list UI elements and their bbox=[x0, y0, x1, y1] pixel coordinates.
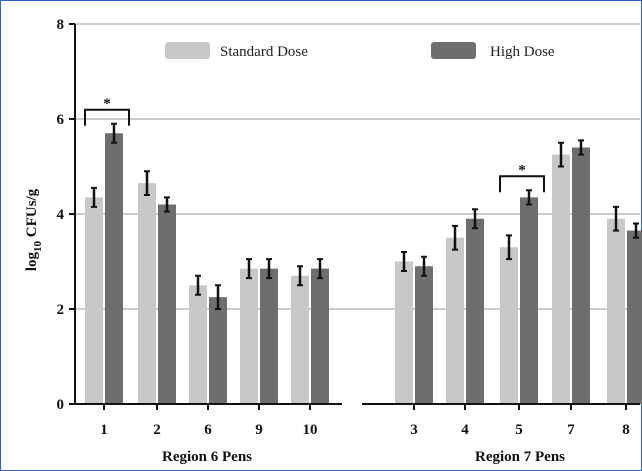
bar-high-pen-8 bbox=[627, 230, 642, 404]
significance-bracket-1 bbox=[499, 175, 545, 193]
bars bbox=[85, 133, 642, 404]
legend: Standard Dose High Dose bbox=[165, 42, 555, 60]
x-tick-label-pen-9: 9 bbox=[255, 422, 263, 438]
x-tick-label-pen-1: 1 bbox=[100, 422, 108, 438]
x-tick-label-pen-3: 3 bbox=[410, 422, 418, 438]
bar-standard-pen-9 bbox=[240, 268, 258, 404]
y-axis-label: log10 CFUs/g bbox=[24, 188, 44, 271]
x-tick-label-pen-10: 10 bbox=[303, 422, 318, 438]
bar-standard-pen-2 bbox=[138, 183, 156, 404]
bar-standard-pen-6 bbox=[189, 285, 207, 404]
significance-bracket-0 bbox=[84, 108, 130, 126]
bar-high-pen-10 bbox=[311, 268, 329, 404]
bar-standard-pen-3 bbox=[395, 261, 413, 404]
bar-standard-pen-4 bbox=[446, 237, 464, 404]
bar-standard-pen-10 bbox=[291, 275, 309, 404]
bar-standard-pen-7 bbox=[552, 154, 570, 404]
bar-high-pen-3 bbox=[415, 266, 433, 404]
x-tick-label-pen-5: 5 bbox=[515, 422, 523, 438]
x-tick-label-pen-7: 7 bbox=[567, 422, 575, 438]
error-bars bbox=[91, 122, 639, 310]
bar-high-pen-7 bbox=[572, 147, 590, 404]
bar-high-pen-4 bbox=[466, 218, 484, 404]
bar-standard-pen-8 bbox=[607, 218, 625, 404]
bar-high-pen-6 bbox=[209, 297, 227, 404]
significance-star-0: * bbox=[103, 96, 111, 112]
y-tick-label-4: 4 bbox=[57, 207, 65, 223]
y-tick-label-2: 2 bbox=[57, 302, 65, 318]
legend-swatch-standard-dose bbox=[165, 42, 210, 59]
bar-high-pen-5 bbox=[520, 197, 538, 404]
legend-swatch-high-dose bbox=[431, 42, 476, 59]
bar-high-pen-1 bbox=[105, 133, 123, 404]
x-tick-label-pen-4: 4 bbox=[461, 422, 469, 438]
x-tick-label-pen-6: 6 bbox=[204, 422, 212, 438]
axes: 0 2 4 6 8 1 2 6 9 10 3 4 5 7 8 Region 6 Pens Region 7 Pe… bbox=[57, 17, 640, 465]
legend-label-high-dose: High Dose bbox=[490, 44, 555, 60]
significance-annotations: ** bbox=[84, 96, 545, 193]
significance-star-1: * bbox=[518, 162, 526, 178]
x-tick-label-pen-8: 8 bbox=[622, 422, 630, 438]
x-tick-label-pen-2: 2 bbox=[153, 422, 161, 438]
y-tick-label-0: 0 bbox=[57, 397, 65, 413]
bar-standard-pen-5 bbox=[500, 247, 518, 404]
bar-standard-pen-1 bbox=[85, 197, 103, 404]
legend-label-standard-dose: Standard Dose bbox=[220, 44, 308, 60]
y-tick-label-6: 6 bbox=[57, 112, 65, 128]
group-label-1: Region 7 Pens bbox=[475, 449, 565, 465]
y-tick-label-8: 8 bbox=[57, 17, 65, 33]
bar-high-pen-2 bbox=[158, 204, 176, 404]
bar-high-pen-9 bbox=[260, 268, 278, 404]
group-label-0: Region 6 Pens bbox=[162, 449, 252, 465]
